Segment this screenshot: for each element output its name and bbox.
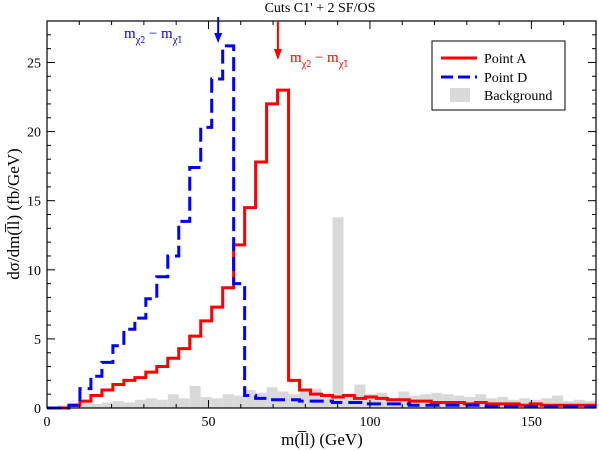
background-bar [519,398,531,408]
background-bar [365,394,377,408]
x-tick-label: 50 [201,415,215,430]
background-bar [123,402,135,408]
background-bar [233,395,245,408]
legend-label-background: Background [484,89,552,104]
background-bar [321,394,333,408]
background-bar [134,399,146,408]
x-tick-label: 0 [44,415,51,430]
background-bar [332,217,344,408]
background-bar [178,398,190,408]
x-axis-label: m(l̅l) (GeV) [281,430,363,449]
background-bar [255,392,267,408]
background-bar [376,392,388,408]
arrow-point-d-head [214,33,223,43]
annotation-point-a: mχ̃2 − mχ̃1 [290,50,348,70]
background-bar [145,398,157,408]
legend-label-point-d: Point D [484,71,527,86]
y-axis-label: dσ/dm(l̅l) (fb/GeV) [4,148,23,279]
annotation-point-d: mχ̃2 − mχ̃1 [124,26,182,46]
background-bar [156,399,168,408]
series-point-d-line [47,44,596,410]
annotations: mχ̃2 − mχ̃1 mχ̃2 − mχ̃1 [124,17,348,70]
arrow-point-a-head [273,49,282,60]
background-bar [244,390,256,408]
background-bar [189,385,201,408]
x-tick-label: 150 [521,415,542,430]
y-tick-label: 0 [34,402,41,417]
y-tick-label: 5 [34,333,41,348]
background-bar [541,398,553,408]
series-point-a-line [47,88,596,410]
legend-swatch-background [450,88,470,102]
y-tick-label: 25 [27,56,41,71]
background-bar [211,398,223,408]
legend-label-point-a: Point A [484,52,527,67]
background-bar [222,394,234,408]
background-bar [310,388,322,408]
background-bar [101,402,113,408]
signal-curves [47,44,596,410]
chart-title: Cuts C1' + 2 SF/OS [265,1,376,16]
background-bar [167,394,179,408]
background-bar [431,392,443,408]
background-bar [90,403,102,408]
y-tick-label: 20 [27,126,41,141]
x-tick-label: 100 [359,415,380,430]
background-bar [266,387,278,408]
background-bar [112,401,124,408]
y-tick-label: 10 [27,264,41,279]
background-bar [552,395,564,408]
background-bar [299,391,311,408]
background-bar [79,402,91,408]
y-tick-label: 15 [27,195,41,210]
legend: Point A Point D Background [431,40,566,111]
background-bar [354,384,366,408]
background-bar [200,396,212,408]
axis-ticks: 0 50 100 150 0 5 10 15 20 25 [27,21,596,430]
